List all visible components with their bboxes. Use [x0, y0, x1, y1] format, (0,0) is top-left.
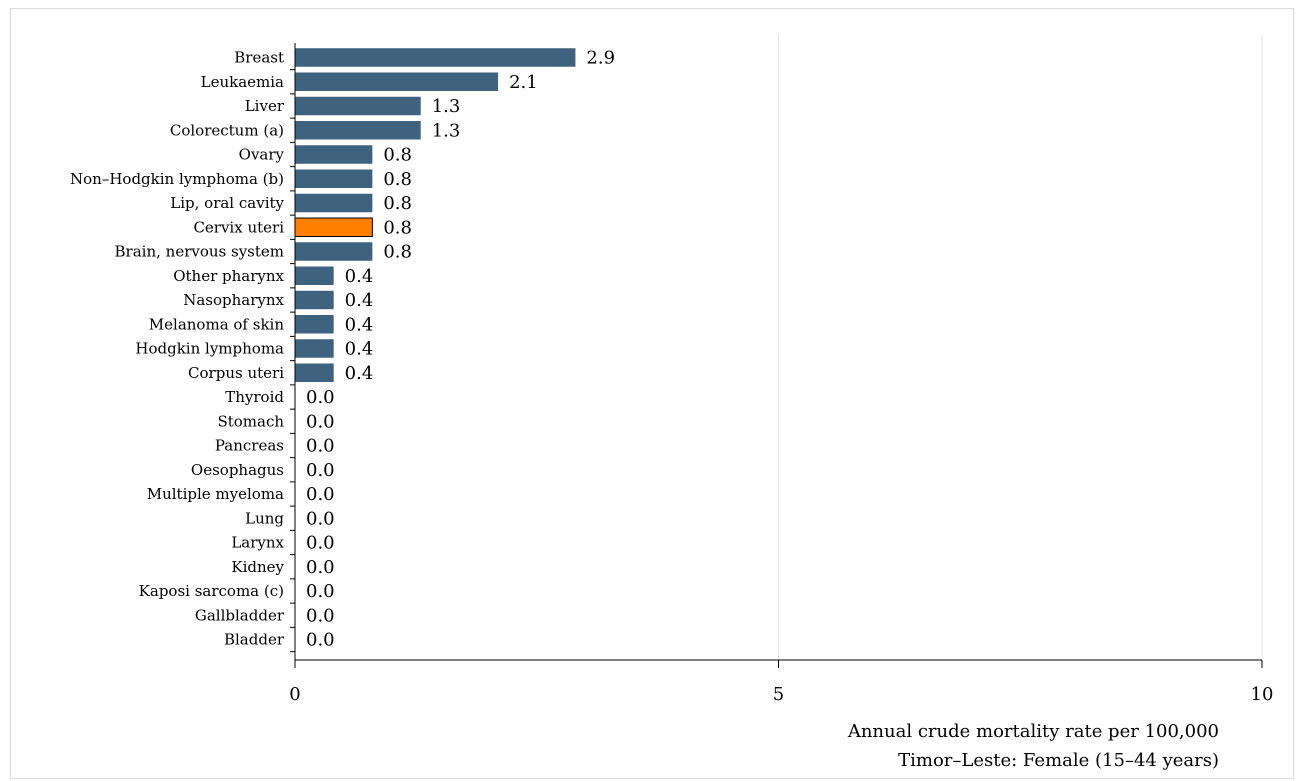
category-label: Kaposi sarcoma (c) — [139, 582, 284, 600]
data-label: 0.4 — [345, 290, 374, 311]
category-label: Nasopharynx — [183, 291, 284, 309]
data-label: 0.0 — [306, 557, 335, 578]
category-label: Kidney — [231, 558, 284, 576]
data-label: 0.4 — [345, 266, 374, 287]
category-labels: Breast Leukaemia Liver Colorectum (a) Ovary N… — [70, 49, 285, 649]
category-label: Stomach — [217, 412, 284, 430]
data-label: 0.0 — [306, 411, 335, 432]
data-label: 0.8 — [383, 145, 412, 166]
category-label: Bladder — [224, 631, 285, 649]
bar — [295, 242, 373, 261]
bar — [295, 121, 421, 140]
bar — [295, 72, 499, 91]
category-label: Oesophagus — [191, 461, 284, 479]
bar — [295, 315, 334, 334]
bar — [294, 217, 373, 237]
data-label: 0.4 — [345, 363, 374, 384]
data-label: 0.4 — [345, 314, 374, 335]
bar — [295, 193, 373, 213]
grid-lines — [778, 35, 1263, 660]
data-label: 1.3 — [432, 96, 461, 117]
bar — [295, 96, 421, 116]
bar — [295, 145, 373, 164]
category-label: Liver — [245, 97, 285, 115]
category-label: Larynx — [231, 534, 284, 552]
bar — [295, 169, 373, 188]
category-label: Pancreas — [215, 437, 284, 455]
data-label: 2.9 — [586, 48, 615, 69]
chart-subtitle: Timor–Leste: Female (15–44 years) — [898, 750, 1219, 771]
x-axis: 0 5 10 — [289, 43, 1273, 705]
chart-frame — [10, 8, 1294, 779]
category-label: Gallbladder — [195, 606, 285, 624]
category-label: Other pharynx — [173, 267, 284, 285]
category-label: Corpus uteri — [188, 364, 284, 382]
category-label: Ovary — [239, 146, 285, 164]
data-label: 0.0 — [306, 630, 335, 651]
x-tick-label: 10 — [1251, 684, 1274, 705]
data-label: 0.0 — [306, 605, 335, 626]
category-label: Leukaemia — [201, 73, 284, 91]
data-label: 0.4 — [345, 339, 374, 360]
data-label: 0.0 — [306, 484, 335, 505]
data-label: 0.8 — [383, 193, 412, 214]
bar — [295, 290, 334, 310]
data-label: 0.0 — [306, 533, 335, 554]
category-label: Cervix uteri — [193, 218, 284, 236]
data-label: 0.8 — [383, 169, 412, 190]
bar — [295, 48, 576, 67]
data-label: 0.8 — [383, 217, 412, 238]
data-label: 0.0 — [306, 387, 335, 408]
category-label: Lip, oral cavity — [170, 194, 284, 212]
data-label: 0.8 — [383, 242, 412, 263]
x-tick-label: 5 — [773, 684, 784, 705]
data-label: 1.3 — [432, 120, 461, 141]
data-label: 0.0 — [306, 581, 335, 602]
category-label: Colorectum (a) — [170, 121, 284, 139]
bar — [295, 339, 334, 358]
x-axis-title: Annual crude mortality rate per 100,000 — [847, 721, 1219, 742]
bar — [295, 266, 334, 285]
x-tick-label: 0 — [289, 684, 300, 705]
category-label: Breast — [234, 49, 284, 67]
data-label: 0.0 — [306, 436, 335, 457]
category-label: Lung — [245, 509, 284, 527]
bars — [294, 48, 576, 382]
category-label: Brain, nervous system — [115, 243, 284, 261]
category-label: Thyroid — [225, 388, 284, 406]
category-label: Melanoma of skin — [149, 315, 285, 333]
bar — [295, 363, 334, 382]
category-label: Non–Hodgkin lymphoma (b) — [70, 170, 284, 188]
data-label: 0.0 — [306, 508, 335, 529]
data-label: 0.0 — [306, 460, 335, 481]
category-label: Multiple myeloma — [147, 485, 284, 503]
data-label: 2.1 — [509, 72, 538, 93]
value-labels: 2.9 2.1 1.3 1.3 0.8 0.8 0.8 0.8 0.8 0.4 0.4 0.4 0.4 0… — [306, 48, 615, 651]
category-label: Hodgkin lymphoma — [135, 340, 284, 358]
